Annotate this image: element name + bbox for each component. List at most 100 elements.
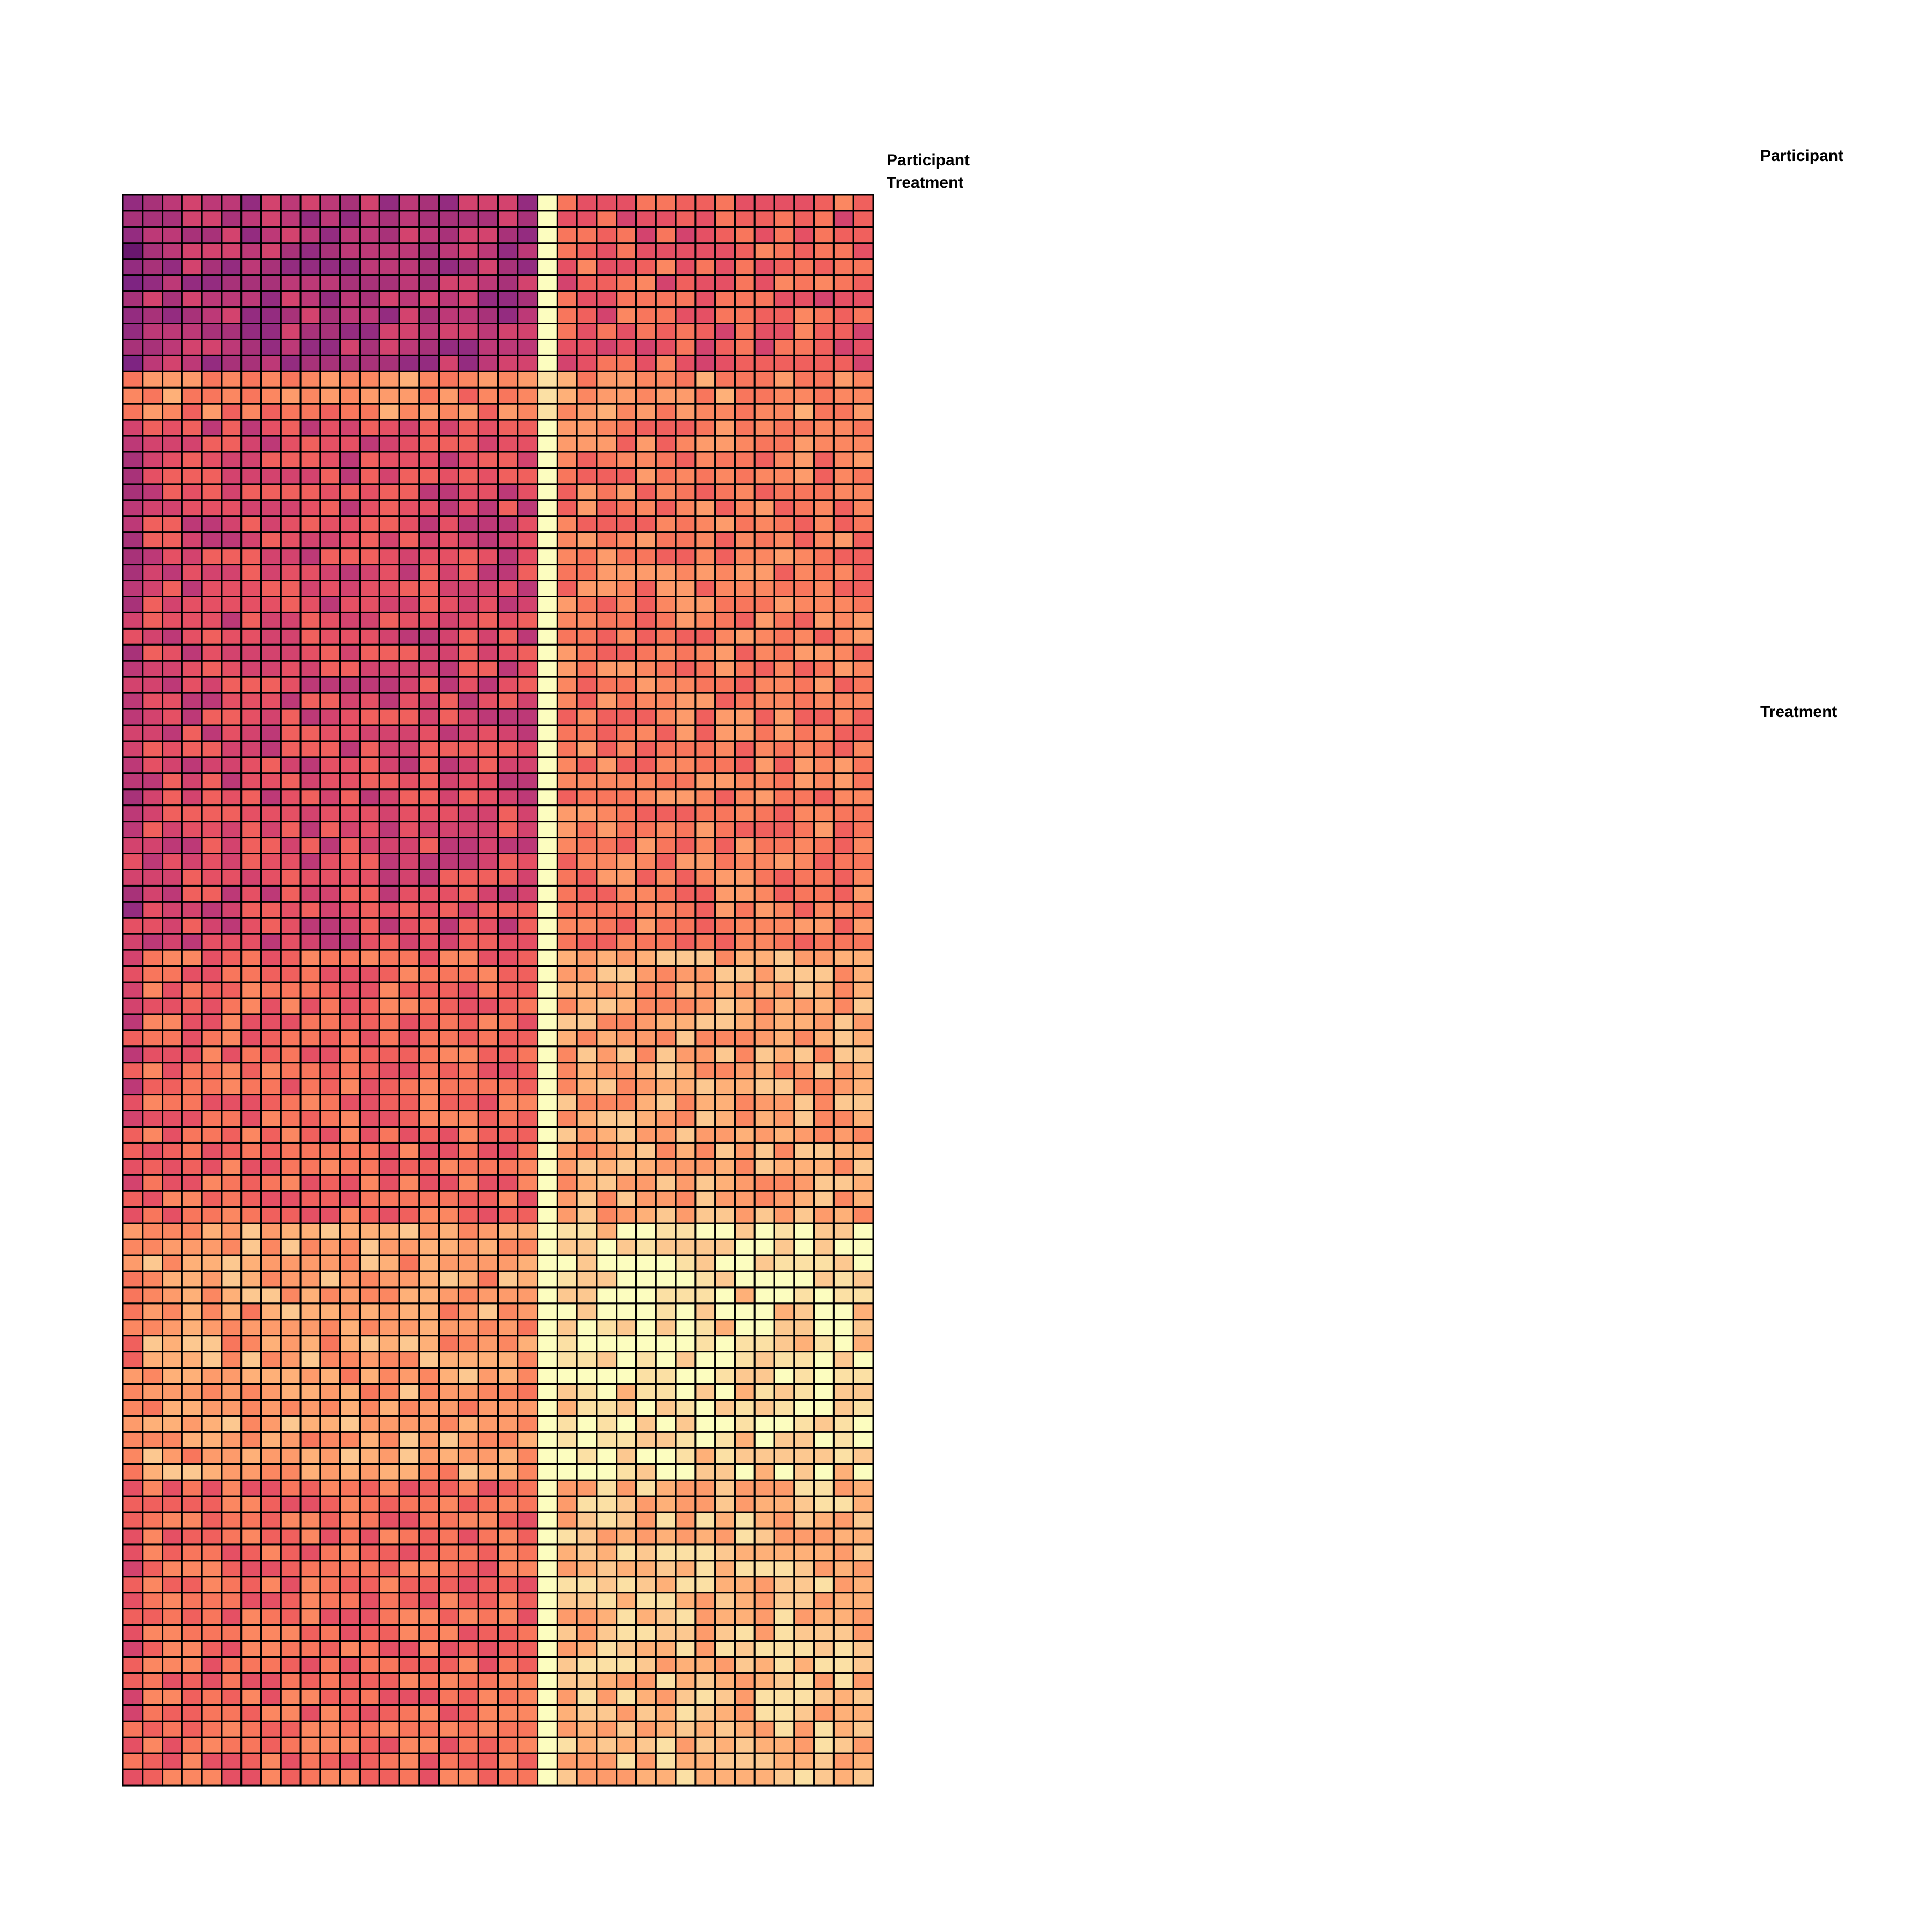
heatmap-cell (517, 1013, 539, 1031)
heatmap-cell (793, 1335, 815, 1353)
heatmap-cell (694, 564, 716, 582)
heatmap-cell (596, 1720, 618, 1738)
heatmap-cell (694, 338, 716, 356)
heatmap-cell (280, 547, 302, 566)
heatmap-cell (339, 1495, 361, 1513)
heatmap-cell (260, 949, 282, 967)
heatmap-cell (635, 933, 657, 951)
heatmap-cell (556, 226, 578, 244)
heatmap-cell (142, 210, 164, 228)
heatmap-cell (319, 643, 341, 662)
heatmap-cell (142, 499, 164, 517)
heatmap-cell (398, 451, 420, 469)
heatmap-cell (221, 419, 243, 437)
heatmap-cell (398, 1768, 420, 1787)
heatmap-cell (596, 1495, 618, 1513)
heatmap-cell (675, 323, 697, 340)
heatmap-cell (398, 1141, 420, 1160)
heatmap-cell (181, 290, 203, 309)
heatmap-cell (201, 386, 223, 405)
heatmap-cell (162, 290, 183, 309)
heatmap-cell (655, 451, 677, 469)
heatmap-cell (793, 1768, 815, 1787)
heatmap-cell (852, 1158, 874, 1176)
heatmap-cell (793, 1029, 815, 1048)
heatmap-cell (694, 1768, 716, 1787)
heatmap-cell (596, 884, 618, 903)
heatmap-cell (319, 1286, 341, 1305)
heatmap-cell (537, 499, 558, 517)
heatmap-cell (122, 997, 144, 1015)
heatmap-cell (793, 1608, 815, 1626)
heatmap-cell (398, 1238, 420, 1256)
heatmap-cell (675, 949, 697, 967)
heatmap-cell (398, 242, 420, 260)
heatmap-cell (358, 1094, 380, 1112)
heatmap-cell (537, 580, 558, 598)
heatmap-cell (793, 660, 815, 678)
heatmap-cell (734, 1383, 756, 1401)
heatmap-cell (438, 1560, 459, 1578)
heatmap-cell (319, 1126, 341, 1144)
heatmap-cell (832, 643, 854, 662)
heatmap-cell (497, 1094, 519, 1112)
heatmap-cell (358, 1141, 380, 1160)
heatmap-cell (694, 917, 716, 935)
heatmap-cell (142, 1543, 164, 1562)
heatmap-cell (576, 804, 598, 823)
heatmap-cell (813, 772, 835, 791)
heatmap-cell (517, 1608, 539, 1626)
heatmap-cell (635, 949, 657, 967)
heatmap-cell (358, 499, 380, 517)
heatmap-cell (694, 1335, 716, 1353)
heatmap-cell (773, 1447, 795, 1465)
heatmap-cell (537, 419, 558, 437)
heatmap-cell (596, 788, 618, 807)
heatmap-cell (221, 949, 243, 967)
heatmap-cell (635, 1752, 657, 1770)
heatmap-cell (418, 1640, 440, 1658)
heatmap-cell (497, 194, 519, 212)
heatmap-cell (576, 1238, 598, 1256)
heatmap-cell (162, 1672, 183, 1690)
heatmap-cell (832, 467, 854, 485)
heatmap-cell (753, 1141, 775, 1160)
heatmap-cell (260, 547, 282, 566)
heatmap-cell (517, 660, 539, 678)
heatmap-cell (714, 708, 736, 726)
heatmap-cell (832, 210, 854, 228)
heatmap-cell (694, 451, 716, 469)
heatmap-cell (260, 499, 282, 517)
heatmap-cell (753, 354, 775, 372)
heatmap-cell (260, 1768, 282, 1787)
heatmap-cell (378, 323, 400, 340)
heatmap-cell (576, 370, 598, 389)
heatmap-cell (773, 1013, 795, 1031)
heatmap-cell (181, 868, 203, 887)
heatmap-cell (339, 643, 361, 662)
heatmap-cell (714, 547, 736, 566)
heatmap-cell (319, 1511, 341, 1529)
heatmap-cell (221, 1399, 243, 1417)
heatmap-cell (576, 660, 598, 678)
heatmap-cell (616, 611, 638, 630)
heatmap-cell (280, 917, 302, 935)
heatmap-cell (635, 451, 657, 469)
heatmap-cell (694, 1431, 716, 1449)
heatmap-cell (694, 1286, 716, 1305)
heatmap-cell (576, 1640, 598, 1658)
heatmap-cell (122, 580, 144, 598)
heatmap-cell (438, 997, 459, 1015)
heatmap-cell (358, 643, 380, 662)
heatmap-cell (162, 1254, 183, 1272)
heatmap-cell (576, 402, 598, 421)
heatmap-cell (616, 226, 638, 244)
heatmap-cell (537, 1592, 558, 1610)
heatmap-cell (201, 853, 223, 870)
heatmap-cell (616, 981, 638, 999)
heatmap-cell (181, 1078, 203, 1096)
heatmap-cell (813, 564, 835, 582)
heatmap-cell (694, 853, 716, 870)
heatmap-cell (162, 1399, 183, 1417)
heatmap-cell (576, 643, 598, 662)
